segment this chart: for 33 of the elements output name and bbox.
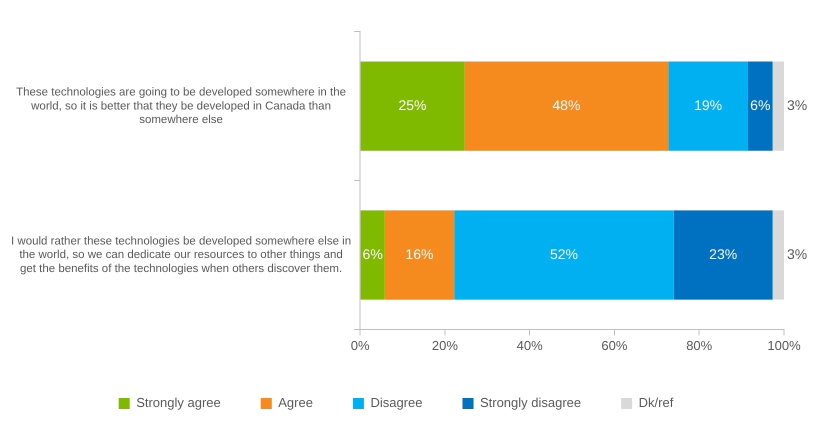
x-tick-label: 0% xyxy=(350,338,370,353)
data-label: 25% xyxy=(398,96,427,113)
bar xyxy=(454,210,674,300)
data-label: 48% xyxy=(552,96,580,113)
bar xyxy=(748,61,773,151)
y-tick-label: I would rather these technologies be developed somewhere else in the world, so we can dedicate our resources to other things and get the benefits of the technologies when others discover them. xyxy=(10,235,352,275)
y-tick-label: These technologies are going to be developed somewhere in the world, so it is better that they be developed in Canada than somewhere else xyxy=(16,86,346,126)
x-tick-label: 80% xyxy=(686,338,713,353)
bar xyxy=(772,61,784,151)
x-tick-label: 100% xyxy=(767,338,802,353)
legend-label: Agree xyxy=(278,395,313,410)
data-label: 6% xyxy=(750,96,770,113)
legend-label: Strongly agree xyxy=(136,395,221,410)
legend-label: Strongly disagree xyxy=(480,395,582,410)
bar xyxy=(668,61,748,151)
bar xyxy=(360,61,464,151)
data-label: 52% xyxy=(550,246,578,262)
legend-label: Disagree xyxy=(370,395,422,410)
bar xyxy=(464,61,668,151)
data-label: 6% xyxy=(362,246,383,262)
data-label: 3% xyxy=(787,246,808,262)
x-tick-label: 60% xyxy=(601,338,628,353)
x-tick-label: 20% xyxy=(432,338,458,353)
data-label: 16% xyxy=(405,246,434,262)
bar xyxy=(674,210,773,300)
bar xyxy=(772,210,784,300)
data-label: 3% xyxy=(787,96,808,113)
x-tick-label: 40% xyxy=(516,338,544,353)
bar xyxy=(360,210,385,300)
legend-label: Dk/ref xyxy=(638,395,674,410)
data-label: 19% xyxy=(694,96,722,113)
data-label: 23% xyxy=(709,246,738,262)
bar xyxy=(384,210,454,300)
